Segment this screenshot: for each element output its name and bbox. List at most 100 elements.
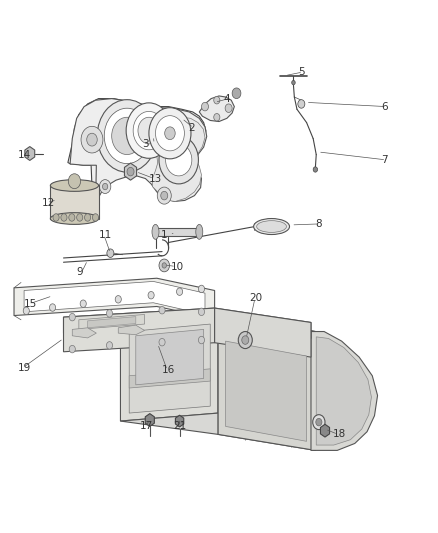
Circle shape (126, 103, 172, 158)
Circle shape (106, 310, 113, 317)
Ellipse shape (257, 221, 286, 232)
Circle shape (127, 167, 134, 176)
Polygon shape (155, 228, 199, 236)
Polygon shape (316, 337, 371, 445)
Circle shape (23, 307, 29, 314)
Ellipse shape (50, 213, 99, 224)
Polygon shape (145, 414, 154, 426)
Text: 13: 13 (149, 174, 162, 183)
Circle shape (298, 100, 305, 108)
Polygon shape (68, 99, 206, 208)
Circle shape (161, 191, 168, 200)
Circle shape (242, 336, 249, 344)
Text: 12: 12 (42, 198, 55, 207)
Circle shape (107, 249, 114, 257)
Circle shape (138, 117, 160, 144)
Text: 19: 19 (18, 363, 31, 373)
Circle shape (87, 133, 97, 146)
Circle shape (133, 111, 165, 150)
Text: 5: 5 (298, 67, 304, 77)
Circle shape (316, 418, 322, 426)
Text: 11: 11 (99, 230, 112, 239)
Circle shape (112, 117, 142, 155)
Polygon shape (120, 316, 315, 348)
Circle shape (201, 102, 208, 111)
Ellipse shape (196, 224, 203, 239)
Ellipse shape (50, 180, 99, 191)
Circle shape (68, 174, 81, 189)
Polygon shape (79, 314, 145, 329)
Polygon shape (14, 278, 215, 319)
Circle shape (232, 88, 241, 99)
Circle shape (238, 332, 252, 349)
Circle shape (80, 300, 86, 308)
Circle shape (81, 126, 103, 153)
Text: 6: 6 (381, 102, 388, 111)
Polygon shape (88, 317, 136, 328)
Ellipse shape (254, 219, 290, 235)
Polygon shape (124, 163, 137, 180)
Circle shape (214, 96, 220, 104)
Text: 4: 4 (223, 94, 230, 103)
Polygon shape (64, 308, 311, 338)
Polygon shape (175, 415, 184, 427)
Circle shape (97, 100, 157, 172)
Polygon shape (120, 316, 218, 421)
Polygon shape (25, 147, 35, 160)
Polygon shape (311, 332, 378, 450)
Text: 18: 18 (333, 430, 346, 439)
Circle shape (313, 415, 325, 430)
Polygon shape (64, 308, 215, 352)
Polygon shape (226, 341, 307, 441)
Circle shape (159, 136, 198, 184)
Text: 1: 1 (161, 230, 168, 239)
Polygon shape (72, 328, 96, 338)
Circle shape (149, 108, 191, 159)
Text: 3: 3 (142, 139, 149, 149)
Text: 7: 7 (381, 155, 388, 165)
Polygon shape (129, 324, 210, 413)
Circle shape (162, 263, 166, 268)
Circle shape (225, 104, 232, 112)
Text: 16: 16 (162, 366, 175, 375)
Circle shape (148, 292, 154, 299)
Polygon shape (136, 329, 204, 385)
Circle shape (166, 144, 192, 176)
Text: 14: 14 (18, 150, 31, 159)
Circle shape (292, 80, 295, 85)
Text: 8: 8 (315, 219, 322, 229)
Ellipse shape (85, 214, 91, 221)
Circle shape (159, 338, 165, 346)
Text: 21: 21 (173, 422, 186, 431)
Circle shape (177, 288, 183, 295)
Circle shape (115, 296, 121, 303)
Circle shape (49, 304, 56, 311)
Polygon shape (218, 316, 315, 450)
Polygon shape (120, 413, 315, 434)
Polygon shape (50, 185, 99, 219)
Text: 17: 17 (140, 422, 153, 431)
Text: 9: 9 (77, 267, 83, 277)
Ellipse shape (69, 214, 75, 221)
Polygon shape (321, 424, 329, 437)
Circle shape (198, 308, 205, 316)
Polygon shape (24, 281, 205, 314)
Ellipse shape (152, 224, 159, 239)
Ellipse shape (61, 214, 67, 221)
Circle shape (102, 183, 108, 190)
Ellipse shape (92, 214, 99, 221)
Circle shape (198, 336, 205, 344)
Text: 2: 2 (188, 123, 195, 133)
Circle shape (313, 167, 318, 172)
Circle shape (155, 116, 184, 151)
Circle shape (165, 127, 175, 140)
Circle shape (69, 345, 75, 353)
Circle shape (104, 108, 150, 164)
Ellipse shape (53, 214, 59, 221)
Polygon shape (199, 96, 234, 122)
Polygon shape (118, 325, 145, 335)
Circle shape (159, 306, 165, 314)
Text: 10: 10 (171, 262, 184, 271)
Circle shape (198, 285, 205, 293)
Polygon shape (151, 117, 205, 201)
